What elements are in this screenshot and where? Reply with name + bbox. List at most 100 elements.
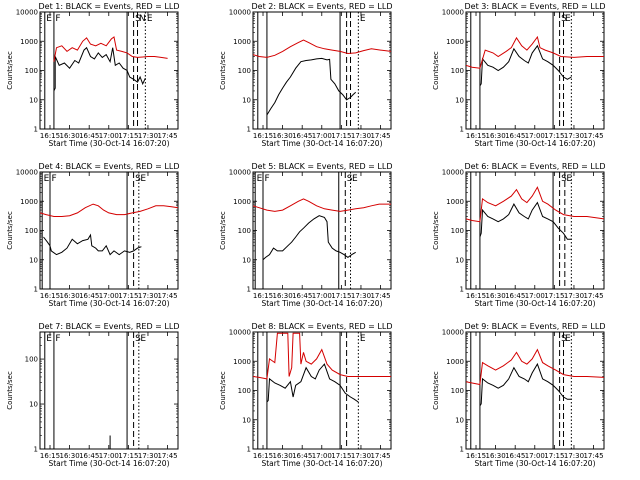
- panel-title: Det 7: BLACK = Events, RED = LLD: [39, 322, 180, 331]
- x-tick-label: 17:45: [370, 292, 390, 300]
- y-tick-label: 100: [25, 356, 38, 364]
- x-tick-label: 17:00: [312, 452, 332, 460]
- y-tick-label: 10000: [16, 9, 38, 17]
- y-tick-label: 1000: [446, 38, 464, 46]
- panel-title: Det 2: BLACK = Events, RED = LLD: [252, 2, 393, 11]
- x-tick-label: 17:30: [351, 132, 371, 140]
- x-tick-label: 16:15: [466, 452, 486, 460]
- x-tick-label: 17:30: [564, 452, 584, 460]
- y-axis-label: Counts/sec: [219, 211, 227, 250]
- lld-series-line: [466, 35, 604, 69]
- time-marker-label: E: [44, 174, 50, 184]
- y-tick-label: 1: [460, 286, 464, 294]
- x-tick-label: 16:30: [486, 292, 506, 300]
- y-tick-label: 10000: [229, 329, 251, 337]
- y-tick-label: 10000: [442, 169, 464, 177]
- x-tick-label: 17:00: [99, 452, 119, 460]
- x-tick-label: 17:15: [544, 292, 564, 300]
- lld-series-line: [466, 186, 604, 223]
- events-series-line: [262, 215, 356, 261]
- x-tick-label: 16:15: [40, 132, 60, 140]
- detector-panel-3: Det 3: BLACK = Events, RED = LLD 1 10 100 10…: [432, 2, 605, 148]
- y-tick-label: 10: [242, 256, 251, 264]
- x-tick-label: 17:45: [157, 452, 177, 460]
- time-marker-label: F: [55, 14, 60, 24]
- x-tick-label: 16:45: [79, 452, 99, 460]
- y-tick-label: 1: [460, 126, 464, 134]
- time-marker-label: E: [147, 14, 153, 24]
- time-marker-label: E: [565, 334, 571, 344]
- x-tick-label: 16:45: [79, 132, 99, 140]
- y-tick-label: 100: [451, 67, 464, 75]
- x-axis-label: Start Time (30-Oct-14 16:07:20): [474, 139, 595, 148]
- detector-panel-2: Det 2: BLACK = Events, RED = LLD 1 10 100 10…: [219, 2, 392, 148]
- detector-panel-8: Det 8: BLACK = Events, RED = LLD 1 10 100 10…: [219, 322, 392, 468]
- x-tick-label: 17:00: [312, 292, 332, 300]
- x-tick-label: 17:45: [157, 132, 177, 140]
- y-tick-label: 1: [34, 446, 38, 454]
- x-tick-label: 17:45: [370, 452, 390, 460]
- detector-panel-9: Det 9: BLACK = Events, RED = LLD 1 10 100 10…: [432, 322, 605, 468]
- x-tick-label: 17:15: [331, 452, 351, 460]
- x-axis-label: Start Time (30-Oct-14 16:07:20): [474, 459, 595, 468]
- x-tick-label: 16:15: [466, 292, 486, 300]
- x-tick-label: 17:45: [583, 292, 603, 300]
- x-tick-label: 17:30: [351, 452, 371, 460]
- x-tick-label: 16:45: [79, 292, 99, 300]
- y-tick-label: 1000: [233, 358, 251, 366]
- x-tick-label: 16:30: [273, 132, 293, 140]
- y-tick-label: 10000: [229, 169, 251, 177]
- y-tick-label: 10000: [16, 169, 38, 177]
- time-marker-label: F: [265, 174, 270, 184]
- x-tick-label: 17:00: [312, 132, 332, 140]
- time-marker-label: F: [52, 174, 57, 184]
- events-series-line: [479, 44, 572, 87]
- x-tick-label: 17:00: [525, 452, 545, 460]
- y-tick-label: 100: [238, 227, 251, 235]
- x-tick-label: 16:45: [292, 292, 312, 300]
- y-tick-label: 1: [247, 286, 251, 294]
- x-tick-label: 16:45: [505, 452, 525, 460]
- x-tick-label: 16:30: [60, 292, 80, 300]
- x-tick-label: 16:15: [253, 292, 273, 300]
- y-axis-label: Counts/sec: [432, 211, 440, 250]
- x-tick-label: 17:15: [544, 132, 564, 140]
- panel-title: Det 3: BLACK = Events, RED = LLD: [465, 2, 606, 11]
- plot-frame: [465, 171, 605, 290]
- events-series-line: [479, 362, 572, 407]
- y-tick-label: 100: [25, 227, 38, 235]
- plot-frame: [252, 11, 392, 130]
- lld-series-line: [466, 348, 604, 386]
- time-marker-label: E: [257, 174, 263, 184]
- lld-series-line: [253, 39, 391, 58]
- x-axis-label: Start Time (30-Oct-14 16:07:20): [474, 299, 595, 308]
- x-tick-label: 17:30: [138, 132, 158, 140]
- x-tick-label: 17:00: [99, 292, 119, 300]
- x-tick-label: 16:15: [253, 132, 273, 140]
- x-tick-label: 16:30: [486, 132, 506, 140]
- time-marker-label: E: [565, 14, 571, 24]
- y-tick-label: 1000: [233, 198, 251, 206]
- time-marker-label: E: [566, 174, 572, 184]
- time-marker-label: S: [561, 174, 567, 184]
- y-tick-label: 1: [34, 126, 38, 134]
- lld-series-line: [253, 332, 391, 380]
- lld-series-line: [253, 198, 391, 212]
- plot-frame: [252, 171, 392, 290]
- x-tick-label: 17:30: [564, 292, 584, 300]
- detector-panel-7: Det 7: BLACK = Events, RED = LLD 1 10 100 16…: [6, 322, 179, 468]
- y-tick-label: 100: [451, 387, 464, 395]
- y-tick-label: 10: [455, 96, 464, 104]
- x-tick-label: 17:45: [583, 452, 603, 460]
- x-tick-label: 16:30: [60, 452, 80, 460]
- events-series-line: [43, 233, 142, 256]
- x-axis-label: Start Time (30-Oct-14 16:07:20): [48, 139, 169, 148]
- events-series-line: [53, 46, 146, 92]
- x-tick-label: 17:00: [525, 292, 545, 300]
- panel-title: Det 1: BLACK = Events, RED = LLD: [39, 2, 180, 11]
- y-tick-label: 10: [29, 401, 38, 409]
- x-tick-label: 16:45: [505, 292, 525, 300]
- x-axis-label: Start Time (30-Oct-14 16:07:20): [261, 139, 382, 148]
- time-marker-label: E: [360, 334, 366, 344]
